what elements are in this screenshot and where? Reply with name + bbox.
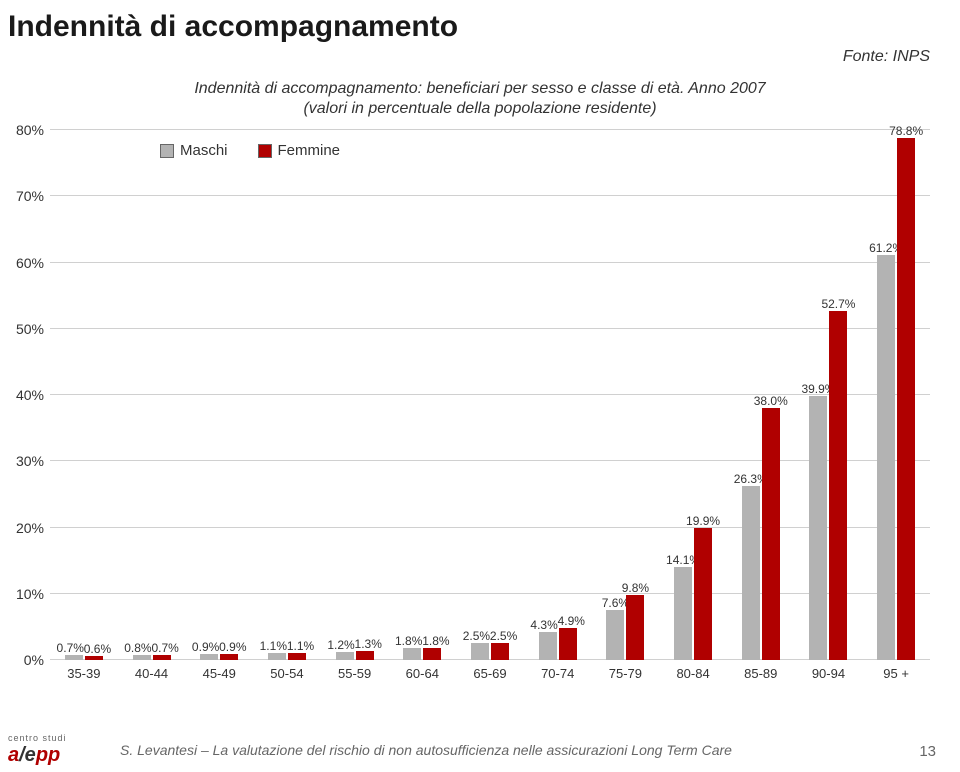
bar-femmine: 4.9% [559,628,577,660]
y-tick-label: 30% [16,453,44,469]
y-tick-label: 80% [16,122,44,138]
bar-femmine: 78.8% [897,138,915,660]
x-tick-label: 80-84 [676,666,709,681]
bar-label: 7.6% [602,596,629,610]
bar-maschi: 61.2% [877,255,895,660]
bar-label: 0.9% [219,640,246,654]
legend: Maschi Femmine [160,142,340,159]
x-tick-label: 45-49 [203,666,236,681]
x-tick-label: 65-69 [473,666,506,681]
x-tick-label: 40-44 [135,666,168,681]
bar-femmine: 1.8% [423,648,441,660]
bar-maschi: 1.8% [403,648,421,660]
bar-label: 0.7% [151,641,178,655]
legend-label: Femmine [278,142,341,159]
gridline [50,527,930,528]
bar-label: 0.8% [124,641,151,655]
y-tick-label: 60% [16,255,44,271]
legend-swatch [258,144,272,158]
logo: centro studi a/epp [8,734,67,766]
x-tick-label: 90-94 [812,666,845,681]
x-tick-label: 70-74 [541,666,574,681]
x-tick-label: 85-89 [744,666,777,681]
logo-brand-a: a [8,744,19,766]
legend-item: Femmine [258,142,341,159]
bar-label: 1.3% [355,637,382,651]
bar-maschi: 4.3% [539,632,557,660]
x-tick-label: 50-54 [270,666,303,681]
x-tick-label: 35-39 [67,666,100,681]
bar-maschi: 0.8% [133,655,151,660]
bar-maschi: 0.9% [200,654,218,660]
bar-femmine: 52.7% [829,311,847,660]
page-title: Indennità di accompagnamento [8,10,458,44]
y-tick-label: 40% [16,387,44,403]
bar-label: 52.7% [821,297,855,311]
bar-maschi: 2.5% [471,643,489,660]
y-tick-label: 10% [16,586,44,602]
legend-swatch [160,144,174,158]
y-tick-label: 0% [24,652,44,668]
legend-label: Maschi [180,142,228,159]
bar-label: 78.8% [889,124,923,138]
bar-label: 1.1% [287,639,314,653]
bar-label: 2.5% [490,629,517,643]
bar-label: 1.1% [260,639,287,653]
bar-label: 38.0% [754,394,788,408]
bar-femmine: 1.3% [356,651,374,660]
bar-label: 9.8% [622,581,649,595]
bar-label: 0.7% [57,641,84,655]
bar-femmine: 2.5% [491,643,509,660]
x-tick-label: 75-79 [609,666,642,681]
gridline [50,394,930,395]
footer-text: S. Levantesi – La valutazione del rischi… [120,742,732,758]
bar-label: 2.5% [463,629,490,643]
bar-chart: 0%10%20%30%40%50%60%70%80%35-390.7%0.6%4… [50,130,930,660]
bar-label: 1.2% [327,638,354,652]
bar-maschi: 26.3% [742,486,760,660]
bar-femmine: 9.8% [626,595,644,660]
x-tick-label: 55-59 [338,666,371,681]
gridline [50,593,930,594]
bar-label: 0.6% [84,642,111,656]
chart-subtitle-line2: (valori in percentuale della popolazione… [170,100,790,118]
bar-label: 1.8% [422,634,449,648]
bar-maschi: 1.1% [268,653,286,660]
bar-femmine: 1.1% [288,653,306,660]
bar-femmine: 0.6% [85,656,103,660]
gridline [50,659,930,660]
page-number: 13 [919,743,936,760]
gridline [50,328,930,329]
y-tick-label: 20% [16,520,44,536]
logo-brand-c: pp [36,744,60,766]
logo-line1: centro studi [8,734,67,744]
bar-label: 4.9% [558,614,585,628]
bar-maschi: 1.2% [336,652,354,660]
logo-brand-b: /e [19,744,36,766]
bar-maschi: 39.9% [809,396,827,660]
gridline [50,460,930,461]
gridline [50,129,930,130]
gridline [50,195,930,196]
chart-subtitle-line1: Indennità di accompagnamento: beneficiar… [170,80,790,98]
bar-label: 0.9% [192,640,219,654]
x-tick-label: 60-64 [406,666,439,681]
bar-maschi: 7.6% [606,610,624,660]
bar-maschi: 0.7% [65,655,83,660]
bar-femmine: 0.9% [220,654,238,660]
bar-label: 19.9% [686,514,720,528]
y-tick-label: 70% [16,188,44,204]
source-label: Fonte: INPS [843,48,930,66]
y-tick-label: 50% [16,321,44,337]
bar-label: 1.8% [395,634,422,648]
gridline [50,262,930,263]
x-tick-label: 95 + [883,666,909,681]
bar-femmine: 0.7% [153,655,171,660]
bar-maschi: 14.1% [674,567,692,660]
plot-area: 0%10%20%30%40%50%60%70%80%35-390.7%0.6%4… [50,130,930,660]
bar-femmine: 19.9% [694,528,712,660]
bar-femmine: 38.0% [762,408,780,660]
bar-label: 4.3% [530,618,557,632]
legend-item: Maschi [160,142,228,159]
